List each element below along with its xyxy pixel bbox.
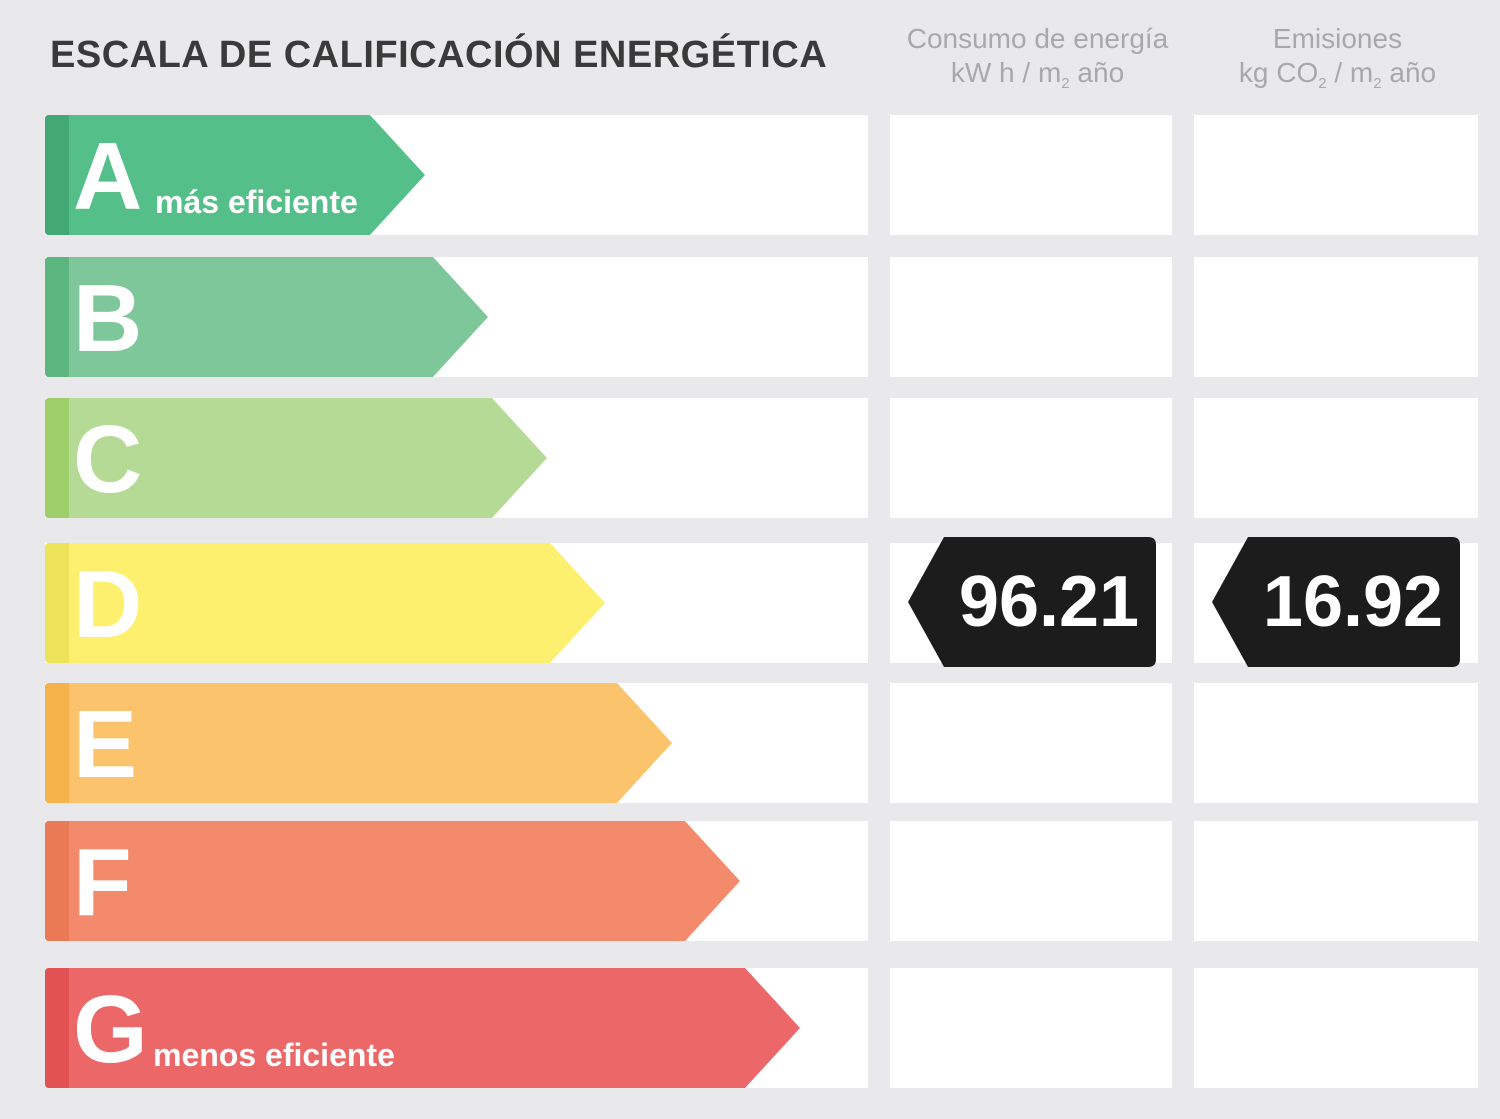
energy-column-header: Consumo de energía kW h / m2 año [890, 22, 1185, 101]
rating-arrow-body [45, 683, 672, 803]
energy-header-unit: kW h / m2 año [950, 57, 1125, 92]
co2-cell [1194, 257, 1478, 377]
rating-arrow-edge [45, 683, 69, 803]
energy-cell [890, 968, 1172, 1088]
rating-letter: A [73, 123, 143, 230]
energy-header-line1: Consumo de energía [906, 23, 1169, 54]
rating-arrow-edge [45, 398, 69, 518]
scale-cell: D [45, 543, 868, 663]
scale-cell: F [45, 821, 868, 941]
rating-arrow-e [45, 683, 672, 803]
rating-row-f: F [45, 821, 1478, 941]
co2-header-line1: Emisiones [1272, 23, 1403, 54]
rating-arrow-b [45, 257, 488, 377]
rating-caption: más eficiente [155, 184, 358, 220]
co2-value-tag: 16.92 [1212, 537, 1460, 667]
scale-cell: C [45, 398, 868, 518]
rating-arrow-body [45, 115, 425, 235]
rating-row-d: D 96.21 16.92 [45, 537, 1478, 667]
co2-value: 16.92 [1262, 562, 1444, 642]
energy-cell [890, 115, 1172, 235]
rating-arrow-d [45, 543, 605, 663]
rating-arrow-body [45, 398, 547, 518]
rating-arrow-body [45, 543, 605, 663]
rating-arrow-body [45, 257, 488, 377]
energy-tag-shape [908, 537, 1156, 667]
rating-row-b: B [45, 257, 1478, 377]
rating-row-c: C [45, 398, 1478, 518]
rating-arrow-body [45, 968, 800, 1088]
scale-cell: B [45, 257, 868, 377]
rating-arrow-body [45, 821, 740, 941]
energy-cell: 96.21 [890, 537, 1172, 667]
rating-row-e: E [45, 683, 1478, 803]
rating-letter: C [73, 406, 143, 513]
rating-letter: F [73, 829, 132, 936]
rating-arrow-edge [45, 257, 69, 377]
rating-arrow-edge [45, 115, 69, 235]
rating-arrow-edge [45, 543, 69, 663]
co2-cell [1194, 115, 1478, 235]
rating-arrow-edge [45, 968, 69, 1088]
rating-caption: menos eficiente [153, 1037, 395, 1073]
energy-value: 96.21 [958, 562, 1140, 642]
rating-arrow-c [45, 398, 547, 518]
scale-cell: E [45, 683, 868, 803]
co2-cell [1194, 683, 1478, 803]
rating-letter: G [73, 976, 148, 1083]
rating-letter: E [73, 691, 138, 798]
rating-letter: D [73, 551, 143, 658]
energy-tag-body [908, 537, 1156, 667]
co2-tag-shape [1212, 537, 1460, 667]
rating-arrow-g [45, 968, 800, 1088]
co2-header-unit: kg CO2 / m2 año [1238, 57, 1437, 92]
energy-cell [890, 683, 1172, 803]
page-title: ESCALA DE CALIFICACIÓN ENERGÉTICA [50, 34, 828, 76]
energy-cell [890, 257, 1172, 377]
co2-cell [1194, 398, 1478, 518]
energy-value-tag: 96.21 [908, 537, 1156, 667]
co2-tag-body [1212, 537, 1460, 667]
co2-cell: 16.92 [1194, 537, 1478, 667]
energy-cell [890, 821, 1172, 941]
energy-cell [890, 398, 1172, 518]
co2-cell [1194, 821, 1478, 941]
rating-arrow-edge [45, 821, 69, 941]
co2-cell [1194, 968, 1478, 1088]
co2-column-header: Emisiones kg CO2 / m2 año [1190, 22, 1485, 101]
rating-letter: B [73, 265, 143, 372]
rating-arrow-a [45, 115, 425, 235]
rating-arrow-f [45, 821, 740, 941]
